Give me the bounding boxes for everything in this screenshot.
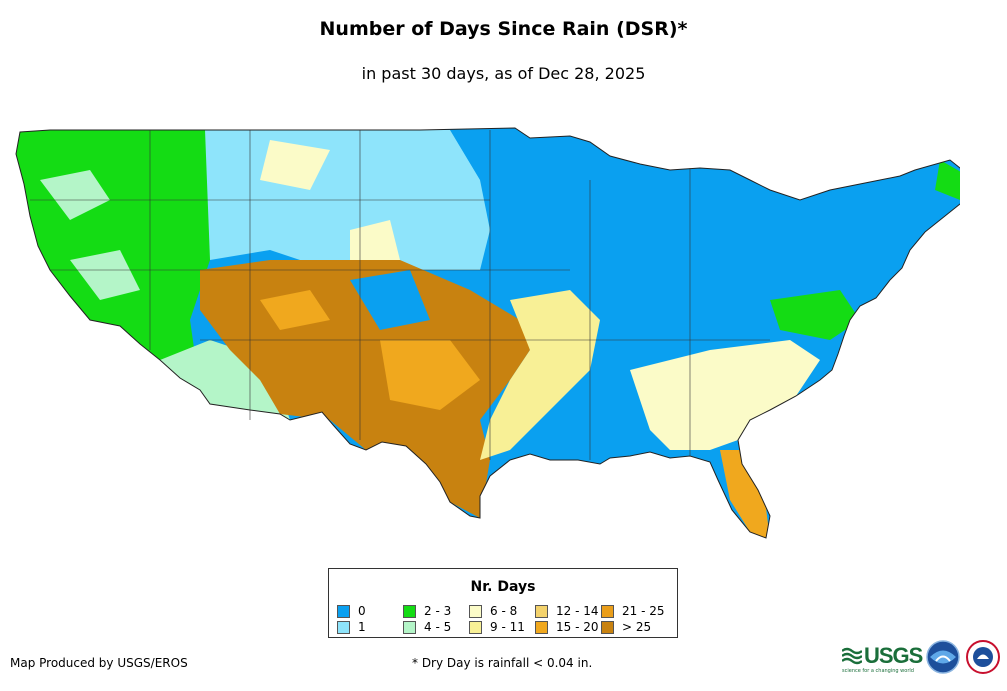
legend-label: 4 - 5 [424, 620, 452, 634]
legend-item: 6 - 8 [469, 603, 535, 619]
legend-swatch [403, 604, 416, 618]
usgs-tagline: science for a changing world [842, 668, 914, 674]
legend-swatch [337, 604, 350, 618]
legend-item: 12 - 14 [535, 603, 601, 619]
legend-swatch [469, 620, 482, 634]
noaa-logo-icon [926, 640, 960, 674]
usgs-wordmark: USGS [864, 643, 923, 668]
legend-label: > 25 [622, 620, 652, 634]
legend-swatch [535, 620, 548, 634]
legend-label: 6 - 8 [490, 604, 518, 618]
legend: Nr. Days 0 1 2 - 3 4 - 5 6 - 8 9 - 11 12… [328, 568, 678, 638]
map-title: Number of Days Since Rain (DSR)* [319, 18, 688, 40]
legend-item: 4 - 5 [403, 619, 469, 635]
legend-swatch [469, 604, 482, 618]
legend-item: 1 [337, 619, 403, 635]
legend-title: Nr. Days [470, 579, 536, 595]
region-maine [935, 160, 960, 200]
dsr-shading [16, 128, 960, 538]
region-plains-yellow [260, 140, 400, 260]
legend-item: 0 [337, 603, 403, 619]
legend-item: 9 - 11 [469, 619, 535, 635]
usgs-wave-icon [842, 647, 862, 665]
legend-label: 15 - 20 [556, 620, 599, 634]
legend-swatch [337, 620, 350, 634]
legend-label: 1 [358, 620, 366, 634]
region-southeast [630, 340, 820, 450]
legend-label: 9 - 11 [490, 620, 525, 634]
legend-item: 2 - 3 [403, 603, 469, 619]
legend-label: 21 - 25 [622, 604, 665, 618]
legend-label: 0 [358, 604, 366, 618]
legend-swatch [601, 620, 614, 634]
legend-label: 2 - 3 [424, 604, 452, 618]
usgs-logo: USGS [842, 643, 923, 669]
legend-item: > 25 [601, 619, 671, 635]
region-gulf-yellow [480, 290, 600, 460]
legend-item: 21 - 25 [601, 603, 671, 619]
legend-item: 15 - 20 [535, 619, 601, 635]
legend-grid: 0 1 2 - 3 4 - 5 6 - 8 9 - 11 12 - 14 15 … [337, 603, 671, 635]
map-subtitle: in past 30 days, as of Dec 28, 2025 [361, 64, 646, 83]
legend-label: 12 - 14 [556, 604, 599, 618]
legend-swatch [601, 604, 614, 618]
region-west-light [40, 170, 140, 300]
region-central-blue [350, 270, 430, 330]
us-dsr-map [15, 127, 960, 539]
nws-logo-icon [966, 640, 1000, 674]
legend-swatch [535, 604, 548, 618]
legend-swatch [403, 620, 416, 634]
credit-text: Map Produced by USGS/EROS [10, 656, 188, 670]
region-south-orange [260, 290, 480, 410]
agency-logos: USGS science for a changing world [842, 640, 1002, 680]
region-florida [720, 450, 770, 538]
region-mid-atlantic [770, 290, 860, 340]
state-boundaries [30, 130, 770, 460]
dry-day-note: * Dry Day is rainfall < 0.04 in. [412, 656, 593, 670]
